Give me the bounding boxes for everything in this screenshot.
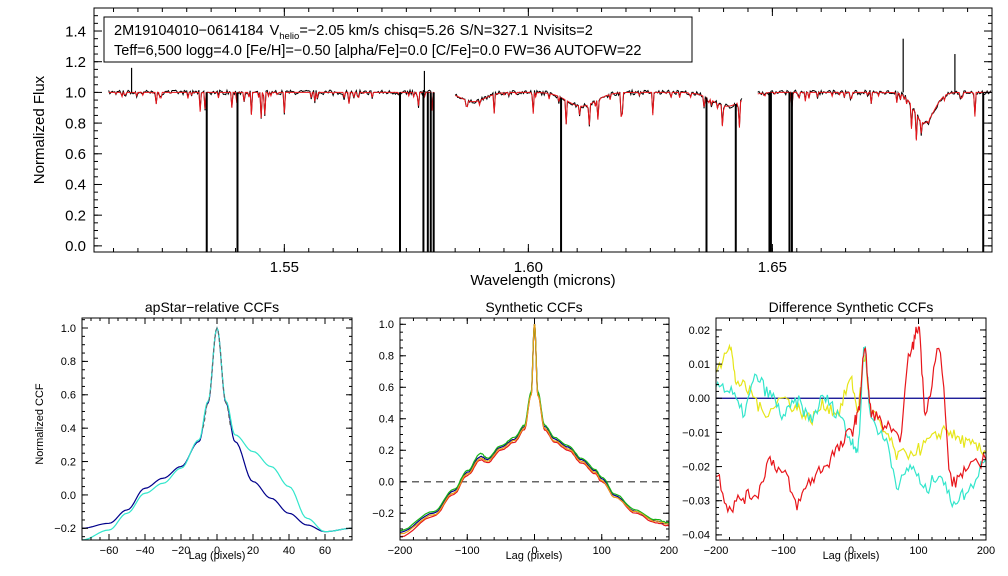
y-tick-label: 0.4 — [65, 177, 86, 194]
x-tick-label: −20 — [172, 545, 191, 557]
y-tick-label: 1.4 — [65, 23, 86, 40]
spectrum-ylabel: Normalized Flux — [31, 75, 48, 184]
apstar-ccf-xlabel: Lag (pixels) — [189, 550, 246, 562]
y-tick-label: 1.0 — [65, 85, 86, 102]
y-tick-label: 1.2 — [65, 54, 86, 71]
spectrum-model-line — [757, 91, 991, 141]
apstar-ccf-frame — [81, 317, 353, 541]
synthetic-ccf-ticks: −200 −100 0 100 200 −0.2 0.0 0.2 0.4 0.6 0.8 1.0 — [372, 318, 678, 557]
y-tick-label: 1.0 — [61, 323, 76, 335]
y-tick-label: 0.8 — [65, 115, 86, 132]
y-tick-label: 0.4 — [379, 414, 394, 426]
y-tick-label: 0.2 — [65, 207, 86, 224]
apstar-ccf-title: apStar−relative CCFs — [145, 299, 279, 315]
y-tick-label: 0.0 — [61, 490, 76, 502]
y-tick-label: 0.02 — [689, 325, 710, 337]
difference-ccf-xlabel: Lag (pixels) — [823, 550, 880, 562]
x-tick-label: 60 — [319, 545, 331, 557]
spectrum-model-line — [108, 90, 435, 119]
y-tick-label: 0.01 — [689, 359, 710, 371]
ccf-series-line — [399, 324, 670, 532]
x-tick-label: 100 — [593, 545, 611, 557]
x-tick-label: 1.65 — [758, 259, 787, 276]
y-tick-label: 0.2 — [379, 445, 394, 457]
annotation-vhelio-label: V — [270, 23, 280, 39]
annotation-sn: S/N=327.1 — [460, 23, 529, 39]
x-tick-label: 0 — [214, 545, 220, 557]
x-tick-label: −60 — [100, 545, 119, 557]
spectrum-ticks: 1.55 1.60 1.65 0.0 0.2 0.4 0.6 0.8 1.0 1.2 1.4 — [65, 8, 993, 276]
ccf-series-line — [399, 323, 670, 535]
apstar-ccf-ylabel: Normalized CCF — [34, 383, 46, 465]
y-tick-label: −0.2 — [372, 508, 394, 520]
annotation-vhelio-value: =−2.05 km/s — [299, 23, 379, 39]
y-tick-label: 0.8 — [379, 351, 394, 363]
difference-ccf-title: Difference Synthetic CCFs — [769, 299, 934, 315]
annotation-chisq: chisq=5.26 — [384, 23, 455, 39]
y-tick-label: 0.00 — [689, 393, 710, 405]
ccf-series-line — [399, 323, 670, 534]
y-tick-label: −0.04 — [682, 530, 710, 542]
ccf-series-line — [715, 326, 987, 514]
synthetic-ccf-panel: Synthetic CCFs −200 −100 0 100 200 −0.2 0.0 0.2… — [372, 299, 678, 562]
ccf-series-line — [81, 326, 353, 541]
difference-ccf-panel: Difference Synthetic CCFs −200 −100 0 100 20… — [682, 299, 995, 562]
ccf-series-line — [715, 343, 987, 461]
y-tick-label: 1.0 — [379, 319, 394, 331]
y-tick-label: 0.6 — [65, 146, 86, 163]
x-tick-label: 1.60 — [514, 259, 543, 276]
annotation-star: 2M19104010−0614184 — [114, 23, 264, 39]
x-tick-label: −100 — [455, 545, 480, 557]
synthetic-ccf-xlabel: Lag (pixels) — [506, 550, 563, 562]
y-tick-label: −0.02 — [682, 461, 710, 473]
ccf-series-line — [202, 326, 232, 429]
y-tick-label: 0.6 — [379, 382, 394, 394]
x-tick-label: −200 — [388, 545, 413, 557]
apstar-ccf-ticks: −60 −40 −20 0 20 40 60 −0.2 0.0 0.2 0.4 0.6 0.8 1.0 — [54, 318, 353, 557]
spectrum-frame — [93, 7, 993, 253]
spectrum-plot-area — [108, 38, 992, 252]
spectrum-panel: 1.55 1.60 1.65 0.0 0.2 0.4 0.6 0.8 1.0 1.2 1.4 2M1… — [31, 7, 993, 289]
y-tick-label: 0.8 — [61, 356, 76, 368]
x-tick-label: −40 — [136, 545, 155, 557]
spectrum-xlabel: Wavelength (microns) — [470, 272, 615, 289]
synthetic-ccf-plot-area — [399, 323, 670, 538]
y-tick-label: 0.6 — [61, 390, 76, 402]
x-tick-label: −100 — [771, 545, 796, 557]
difference-ccf-ticks: −200 −100 0 100 200 −0.04 −0.03 −0.02 −0.01 0.00 0… — [682, 318, 995, 557]
annotation-line2: Teff=6,500 logg=4.0 [Fe/H]=−0.50 [alpha/… — [114, 43, 641, 59]
ccf-series-line — [399, 323, 670, 538]
x-tick-label: 100 — [909, 545, 927, 557]
x-tick-label: −200 — [704, 545, 729, 557]
apstar-ccf-panel: apStar−relative CCFs −60 −40 −20 0 20 40 60 −0.… — [34, 299, 353, 562]
annotation-box — [103, 16, 693, 63]
synthetic-ccf-title: Synthetic CCFs — [485, 299, 582, 315]
y-tick-label: 0.4 — [61, 423, 76, 435]
y-tick-label: −0.01 — [682, 427, 710, 439]
y-tick-label: 0.2 — [61, 456, 76, 468]
x-tick-label: 20 — [247, 545, 259, 557]
apstar-ccf-plot-area — [81, 326, 353, 541]
annotation-line1: 2M19104010−0614184 Vhelio=−2.05 km/s chisq… — [114, 23, 593, 42]
annotation-vhelio-sub: helio — [279, 31, 299, 42]
x-tick-label: 1.55 — [270, 259, 299, 276]
y-tick-label: 0.0 — [379, 477, 394, 489]
x-tick-label: 40 — [283, 545, 295, 557]
x-tick-label: 200 — [977, 545, 995, 557]
x-tick-label: 0 — [848, 545, 854, 557]
annotation-nvisits: Nvisits=2 — [534, 23, 593, 39]
difference-ccf-plot-area — [715, 326, 987, 514]
spectrum-model-line — [454, 91, 743, 128]
ccf-series-line — [715, 346, 987, 509]
x-tick-label: 0 — [531, 545, 537, 557]
y-tick-label: −0.03 — [682, 496, 710, 508]
x-tick-label: 200 — [660, 545, 678, 557]
ccf-series-line — [81, 326, 353, 533]
y-tick-label: 0.0 — [65, 238, 86, 255]
y-tick-label: −0.2 — [54, 523, 76, 535]
